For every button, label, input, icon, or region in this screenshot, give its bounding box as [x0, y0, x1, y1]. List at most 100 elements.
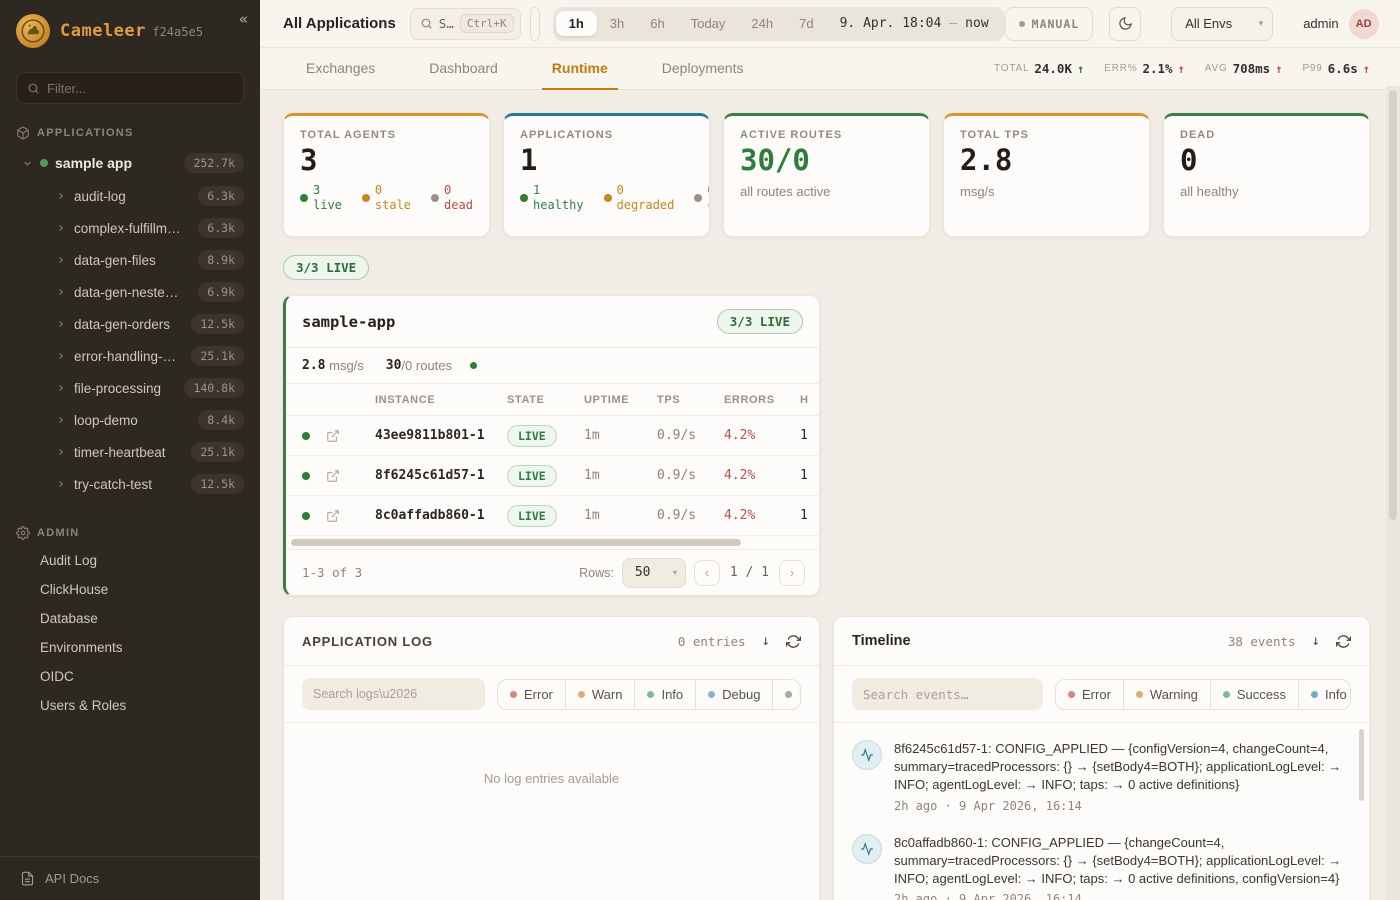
filter-warning[interactable]: Warning — [1124, 679, 1211, 709]
sidebar-filter-input[interactable] — [47, 80, 233, 96]
event-timestamp: 2h ago · 9 Apr 2026, 16:14 — [894, 798, 1082, 813]
table-row[interactable]: 8c0affadb860-1 LIVE 1m 0.9/s 4.2% 1 — [286, 496, 819, 536]
sidebar-header: Cameleer f24a5e5 « — [0, 0, 260, 58]
warn-dot — [577, 690, 585, 698]
download-icon[interactable]: ↓ — [1311, 633, 1320, 649]
stat-value: 24.0K — [1034, 61, 1072, 76]
time-range-24h[interactable]: 24h — [751, 16, 774, 31]
log-search-input[interactable] — [302, 678, 485, 710]
horizontal-scrollbar[interactable] — [291, 539, 741, 546]
filter-debug[interactable]: Debug — [696, 679, 774, 709]
external-link-icon[interactable] — [326, 429, 340, 443]
range-from: 9. Apr. 18:04 — [839, 16, 942, 31]
sidebar-item-loop-demo[interactable]: loop-demo 8.4k — [0, 404, 260, 436]
tab-exchanges[interactable]: Exchanges — [306, 60, 376, 76]
next-page-button[interactable]: › — [779, 559, 805, 586]
sidebar-item-database[interactable]: Database — [40, 611, 98, 626]
sidebar-collapse-icon[interactable]: « — [238, 10, 248, 28]
dark-mode-toggle[interactable] — [1109, 6, 1142, 41]
sidebar-item-environments[interactable]: Environments — [40, 640, 123, 655]
chevron-right-icon[interactable] — [56, 191, 66, 201]
panel-title: Timeline — [852, 633, 911, 649]
prev-page-button[interactable]: ‹ — [693, 559, 720, 586]
env-select[interactable]: All Envs ▾ — [1171, 6, 1274, 41]
sidebar-item-data-gen-files[interactable]: data-gen-files 8.9k — [0, 244, 260, 276]
time-range-control: 1h 3h 6h Today 24h 7d 9. Apr. 18:04 — no… — [552, 6, 1005, 41]
time-range-3h[interactable]: 3h — [609, 16, 625, 31]
sidebar-item-data-gen-nested[interactable]: data-gen-neste… 6.9k — [0, 276, 260, 308]
sidebar-item-clickhouse[interactable]: ClickHouse — [40, 582, 109, 597]
chevron-right-icon[interactable] — [56, 223, 66, 233]
filter-trace[interactable]: Trace — [773, 680, 800, 709]
rows-per-page-select[interactable]: 50 ▾ — [621, 557, 686, 588]
topbar: All Applications S… Ctrl+K O 1h 3h 6h To… — [260, 0, 1400, 48]
sidebar-item-data-gen-orders[interactable]: data-gen-orders 12.5k — [0, 308, 260, 340]
global-search[interactable]: S… Ctrl+K — [409, 7, 521, 40]
filter-error[interactable]: Error — [498, 679, 566, 709]
activity-icon — [852, 740, 882, 770]
card-label: APPLICATIONS — [520, 129, 614, 141]
external-link-icon[interactable] — [326, 509, 340, 523]
sidebar-item-try-catch-test[interactable]: try-catch-test 12.5k — [0, 468, 260, 500]
sidebar-item-sample-app[interactable]: sample app 252.7k — [0, 146, 260, 180]
timeline-filter-group: Error Warning Success Info — [1055, 678, 1351, 710]
timeline-event[interactable]: 8c0affadb860-1: CONFIG_APPLIED — {change… — [834, 821, 1369, 900]
time-range-7d[interactable]: 7d — [799, 16, 814, 31]
custom-date-range[interactable]: 9. Apr. 18:04 — now — [827, 16, 1002, 31]
timeline-event[interactable]: 8f6245c61d57-1: CONFIG_APPLIED — {config… — [834, 727, 1369, 821]
chevron-right-icon[interactable] — [56, 319, 66, 329]
sidebar-item-timer-heartbeat[interactable]: timer-heartbeat 25.1k — [0, 436, 260, 468]
chevron-right-icon[interactable] — [56, 255, 66, 265]
chevron-right-icon[interactable] — [56, 415, 66, 425]
sidebar-item-audit-log-admin[interactable]: Audit Log — [40, 553, 98, 568]
table-row[interactable]: 8f6245c61d57-1 LIVE 1m 0.9/s 4.2% 1 — [286, 456, 819, 496]
avatar[interactable]: AD — [1348, 8, 1379, 39]
timeline-search-input[interactable] — [852, 678, 1044, 710]
online-status-button[interactable]: O — [529, 6, 540, 41]
sidebar-item-error-handling[interactable]: error-handling-… 25.1k — [0, 340, 260, 372]
filter-error[interactable]: Error — [1056, 679, 1124, 709]
download-icon[interactable]: ↓ — [761, 633, 770, 649]
sidebar-item-complex-fulfillment[interactable]: complex-fulfillm… 6.3k — [0, 212, 260, 244]
time-range-6h[interactable]: 6h — [650, 16, 665, 31]
filter-info[interactable]: Info — [635, 679, 697, 709]
filter-warn[interactable]: Warn — [566, 679, 636, 709]
card-value: 2.8 — [960, 143, 1013, 177]
refresh-icon[interactable] — [1336, 634, 1351, 649]
timeline-scrollbar[interactable] — [1359, 729, 1364, 801]
refresh-icon[interactable] — [786, 634, 801, 649]
chevron-down-icon[interactable] — [22, 158, 33, 169]
time-range-1h[interactable]: 1h — [555, 11, 597, 36]
chevron-right-icon[interactable] — [56, 383, 66, 393]
sidebar-item-users-roles[interactable]: Users & Roles — [40, 698, 127, 713]
sidebar-item-file-processing[interactable]: file-processing 140.8k — [0, 372, 260, 404]
chevron-right-icon[interactable] — [56, 287, 66, 297]
routes-label: /0 routes — [401, 358, 453, 373]
errors-value: 4.2% — [724, 508, 756, 523]
chevron-right-icon[interactable] — [56, 479, 66, 489]
tab-deployments[interactable]: Deployments — [661, 60, 744, 76]
header-stats: TOTAL 24.0K ↑ ERR% 2.1% ↑ AVG 708ms ↑ P9… — [994, 48, 1370, 89]
time-range-today[interactable]: Today — [690, 16, 726, 31]
trend-up-icon: ↑ — [1275, 61, 1283, 76]
chevron-right-icon[interactable] — [56, 351, 66, 361]
filter-info[interactable]: Info — [1299, 680, 1350, 709]
tab-dashboard[interactable]: Dashboard — [429, 60, 498, 76]
stat-label: ERR% — [1104, 63, 1138, 74]
page-scrollbar-thumb[interactable] — [1389, 90, 1397, 520]
sidebar-item-audit-log[interactable]: audit-log 6.3k — [0, 180, 260, 212]
external-link-icon[interactable] — [326, 469, 340, 483]
tab-runtime[interactable]: Runtime — [541, 48, 618, 90]
manual-refresh-button[interactable]: MANUAL — [1004, 6, 1094, 41]
sidebar-filter[interactable] — [16, 72, 244, 104]
api-docs-link[interactable]: API Docs — [0, 856, 260, 900]
panel-title: APPLICATION LOG — [302, 633, 433, 649]
log-filters: Error Warn Info Debug Trace — [284, 666, 819, 723]
stat-cards-row: TOTAL AGENTS 3 3 live 0 stale 0 dead APPLIC… — [283, 113, 1386, 237]
sidebar-item-oidc[interactable]: OIDC — [40, 669, 74, 684]
tps-value: 0.9/s — [657, 508, 697, 523]
table-row[interactable]: 43ee9811b801-1 LIVE 1m 0.9/s 4.2% 1 — [286, 416, 819, 456]
filter-success[interactable]: Success — [1211, 679, 1299, 709]
chevron-right-icon[interactable] — [56, 447, 66, 457]
page-scrollbar[interactable] — [1386, 86, 1400, 900]
